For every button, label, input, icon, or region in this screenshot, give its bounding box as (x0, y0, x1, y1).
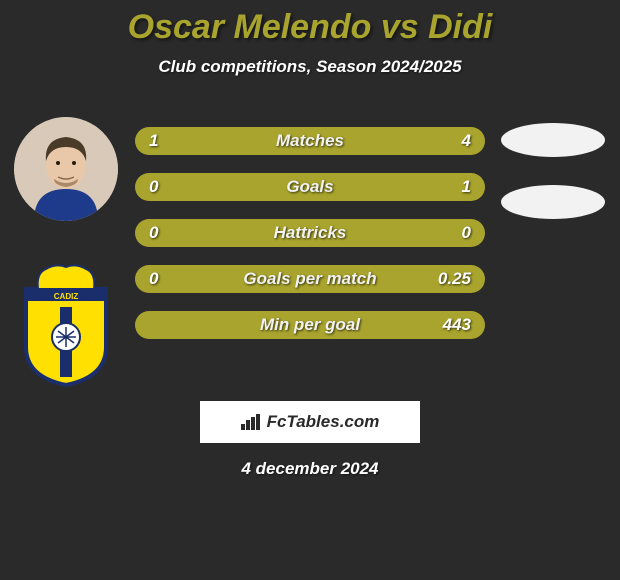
stat-bars: 1 Matches 4 0 Goals 1 0 Hattricks 0 0 Goals per ma… (135, 127, 485, 339)
stat-label: Goals (286, 177, 333, 197)
stat-bar: 0 Goals per match 0.25 (135, 265, 485, 293)
shield-icon: CADIZ (16, 259, 116, 387)
team-badge: CADIZ (16, 259, 116, 387)
stat-label: Hattricks (274, 223, 347, 243)
player-ellipse (501, 123, 605, 157)
stat-left-value: 0 (149, 223, 158, 243)
attribution-text: FcTables.com (267, 412, 380, 432)
stat-right-value: 0 (462, 223, 471, 243)
stat-bar: 0 Goals 1 (135, 173, 485, 201)
stat-left-value: 1 (149, 131, 158, 151)
right-column (495, 123, 610, 219)
page-title: Oscar Melendo vs Didi (0, 0, 620, 47)
stat-left-value: 0 (149, 177, 158, 197)
shield-text: CADIZ (53, 292, 78, 301)
left-column: CADIZ (8, 117, 123, 387)
subtitle: Club competitions, Season 2024/2025 (0, 57, 620, 77)
attribution-badge: FcTables.com (200, 401, 420, 443)
stat-bar: Min per goal 443 (135, 311, 485, 339)
player-ellipse (501, 185, 605, 219)
stat-right-value: 443 (443, 315, 471, 335)
stat-bar: 1 Matches 4 (135, 127, 485, 155)
stat-left-value: 0 (149, 269, 158, 289)
stat-right-value: 4 (462, 131, 471, 151)
player-face-icon (14, 117, 118, 221)
stat-label: Matches (276, 131, 344, 151)
chart-icon (241, 414, 261, 430)
eye-right (72, 161, 76, 165)
stat-right-value: 0.25 (438, 269, 471, 289)
stat-right-value: 1 (462, 177, 471, 197)
stat-label: Goals per match (243, 269, 376, 289)
date-text: 4 december 2024 (0, 459, 620, 479)
stat-bar: 0 Hattricks 0 (135, 219, 485, 247)
stat-label: Min per goal (260, 315, 360, 335)
player-photo (14, 117, 118, 221)
eye-left (56, 161, 60, 165)
comparison-content: CADIZ 1 Matches 4 0 Goals 1 0 Hattricks 0 0 Goals … (0, 117, 620, 349)
